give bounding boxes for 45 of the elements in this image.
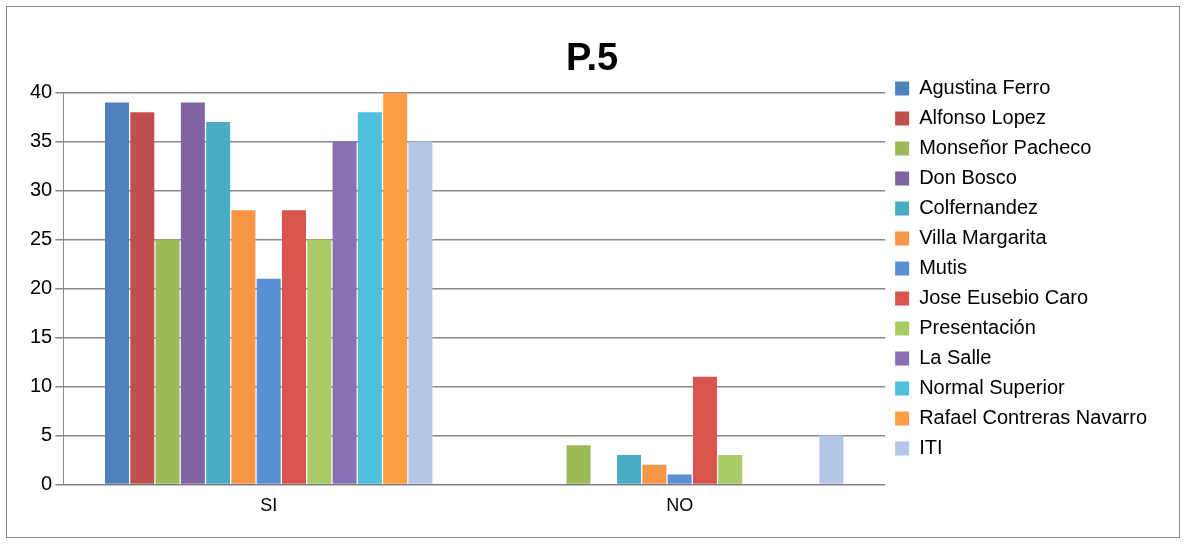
bar [206, 121, 231, 484]
legend-label: Don Bosco [919, 166, 1017, 189]
legend-label: ITI [919, 436, 943, 459]
legend-label: Villa Margarita [919, 226, 1048, 249]
y-tick-label: 15 [30, 324, 53, 347]
legend-label: Colfernandez [919, 196, 1039, 219]
bar [819, 435, 844, 484]
bar [332, 141, 357, 484]
bar [692, 376, 717, 484]
x-tick-label: NO [666, 495, 694, 516]
y-tick-label: 20 [30, 276, 53, 299]
chart-title: P.5 [565, 36, 619, 79]
legend-label: Monseñor Pacheco [919, 136, 1092, 159]
bar [383, 92, 408, 484]
bar [130, 112, 155, 484]
bar [642, 464, 667, 484]
y-tick-label: 30 [30, 178, 53, 201]
bar [617, 455, 642, 484]
legend-label: Jose Eusebio Caro [919, 286, 1089, 309]
legend-label: Rafael Contreras Navarro [919, 406, 1147, 429]
y-tick-label: 25 [30, 227, 53, 250]
bar [180, 102, 205, 484]
y-tick-label: 10 [30, 373, 53, 396]
bar [307, 239, 332, 484]
legend-label: Alfonso Lopez [919, 106, 1046, 129]
x-tick-label: SI [260, 495, 278, 516]
bar [281, 210, 307, 484]
bar [256, 278, 281, 484]
y-tick-label: 40 [30, 80, 53, 103]
legend-label: La Salle [919, 346, 992, 369]
y-tick-label: 5 [41, 422, 53, 445]
bar [718, 455, 743, 484]
legend-label: Mutis [919, 256, 967, 279]
bar [155, 239, 180, 484]
legend-label: Presentación [919, 316, 1036, 339]
legend-label: Normal Superior [919, 376, 1066, 399]
bar [667, 474, 692, 484]
bar [357, 112, 382, 484]
bar [104, 102, 129, 484]
bar [408, 141, 433, 484]
y-tick-label: 0 [41, 471, 53, 494]
bar [231, 210, 256, 484]
y-tick-label: 35 [30, 129, 53, 152]
legend-label: Agustina Ferro [919, 76, 1051, 99]
bar [566, 445, 591, 484]
